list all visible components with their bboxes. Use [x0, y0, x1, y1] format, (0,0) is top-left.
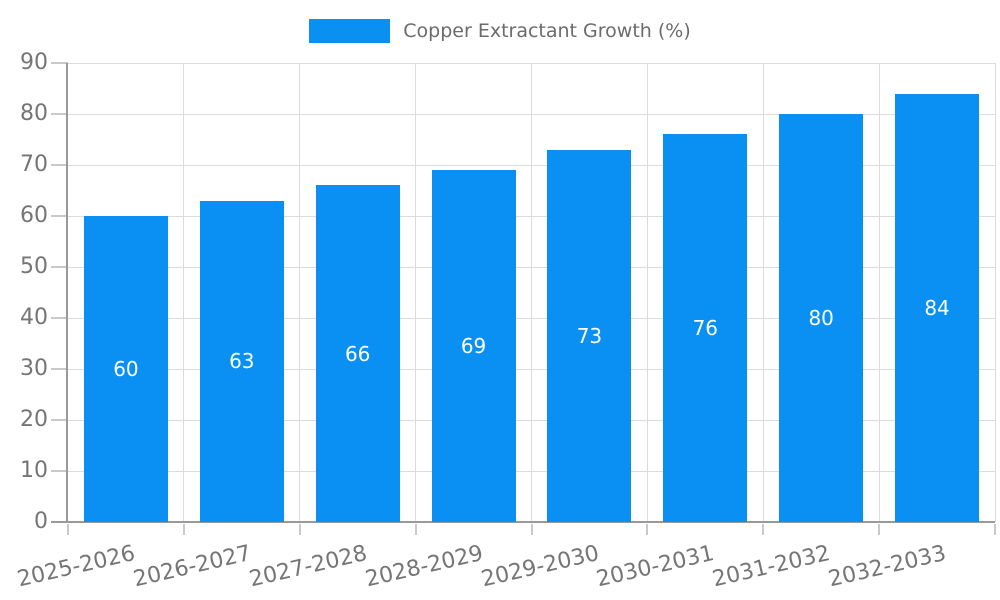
y-tick-label: 60	[20, 203, 48, 228]
x-tick-label: 2027-2028	[246, 541, 370, 593]
y-tick-label: 20	[20, 407, 48, 432]
x-tick-label: 2029-2030	[478, 541, 602, 593]
x-tick	[530, 524, 533, 535]
x-tick-label: 2031-2032	[710, 541, 833, 593]
y-tick-label: 50	[20, 254, 48, 279]
bar: 63	[199, 200, 284, 522]
x-tick-label: 2026-2027	[130, 541, 254, 593]
x-gridline	[994, 63, 996, 522]
bar: 73	[547, 149, 632, 522]
y-tick	[51, 215, 68, 217]
y-axis-line	[66, 63, 68, 522]
y-tick	[51, 164, 68, 166]
x-gridline	[878, 63, 880, 522]
bar-value-label: 60	[113, 357, 139, 381]
y-tick-label: 10	[20, 458, 48, 483]
y-tick	[51, 470, 68, 472]
y-tick-label: 40	[20, 305, 48, 330]
bar-value-label: 80	[808, 306, 834, 330]
x-tick	[67, 524, 69, 535]
bar: 84	[895, 93, 980, 522]
y-tick	[51, 419, 68, 421]
x-gridline	[183, 63, 185, 522]
bar-value-label: 76	[692, 316, 719, 341]
legend-label: Copper Extractant Growth (%)	[403, 20, 691, 42]
legend: Copper Extractant Growth (%)	[0, 19, 1000, 43]
x-tick	[298, 524, 301, 535]
x-gridline	[646, 63, 648, 522]
y-tick-label: 90	[20, 50, 48, 75]
y-tick	[51, 266, 68, 268]
x-gridline	[531, 63, 532, 522]
y-tick-label: 80	[20, 101, 48, 126]
bar: 80	[779, 114, 864, 522]
x-tick-label: 2032-2033	[826, 541, 949, 593]
y-tick-label: 0	[34, 509, 48, 534]
x-gridline	[762, 63, 764, 522]
bar: 69	[431, 170, 516, 522]
x-tick	[878, 524, 881, 535]
x-gridline	[415, 63, 417, 522]
y-tick	[51, 368, 68, 370]
bar: 60	[83, 216, 168, 522]
bar-value-label: 69	[460, 334, 487, 359]
x-tick	[414, 524, 417, 535]
x-tick-label: 2028-2029	[362, 541, 486, 593]
bar-value-label: 84	[924, 295, 950, 320]
bar-value-label: 63	[229, 349, 255, 374]
y-tick	[51, 62, 68, 64]
x-axis-line	[51, 521, 995, 523]
y-tick-label: 70	[20, 152, 48, 177]
x-tick	[646, 524, 649, 535]
x-gridline	[299, 63, 301, 522]
x-tick	[182, 524, 185, 535]
y-tick	[51, 113, 68, 115]
bar: 76	[663, 134, 748, 522]
y-tick-label: 30	[20, 356, 48, 381]
x-tick-label: 2030-2031	[594, 541, 717, 593]
legend-swatch	[309, 19, 391, 43]
x-tick	[994, 524, 996, 535]
bar-value-label: 66	[344, 341, 371, 366]
y-tick	[51, 317, 68, 319]
bar: 66	[315, 185, 400, 522]
x-tick-label: 2025-2026	[15, 541, 138, 593]
x-tick	[762, 524, 765, 535]
bar-value-label: 73	[576, 323, 603, 348]
